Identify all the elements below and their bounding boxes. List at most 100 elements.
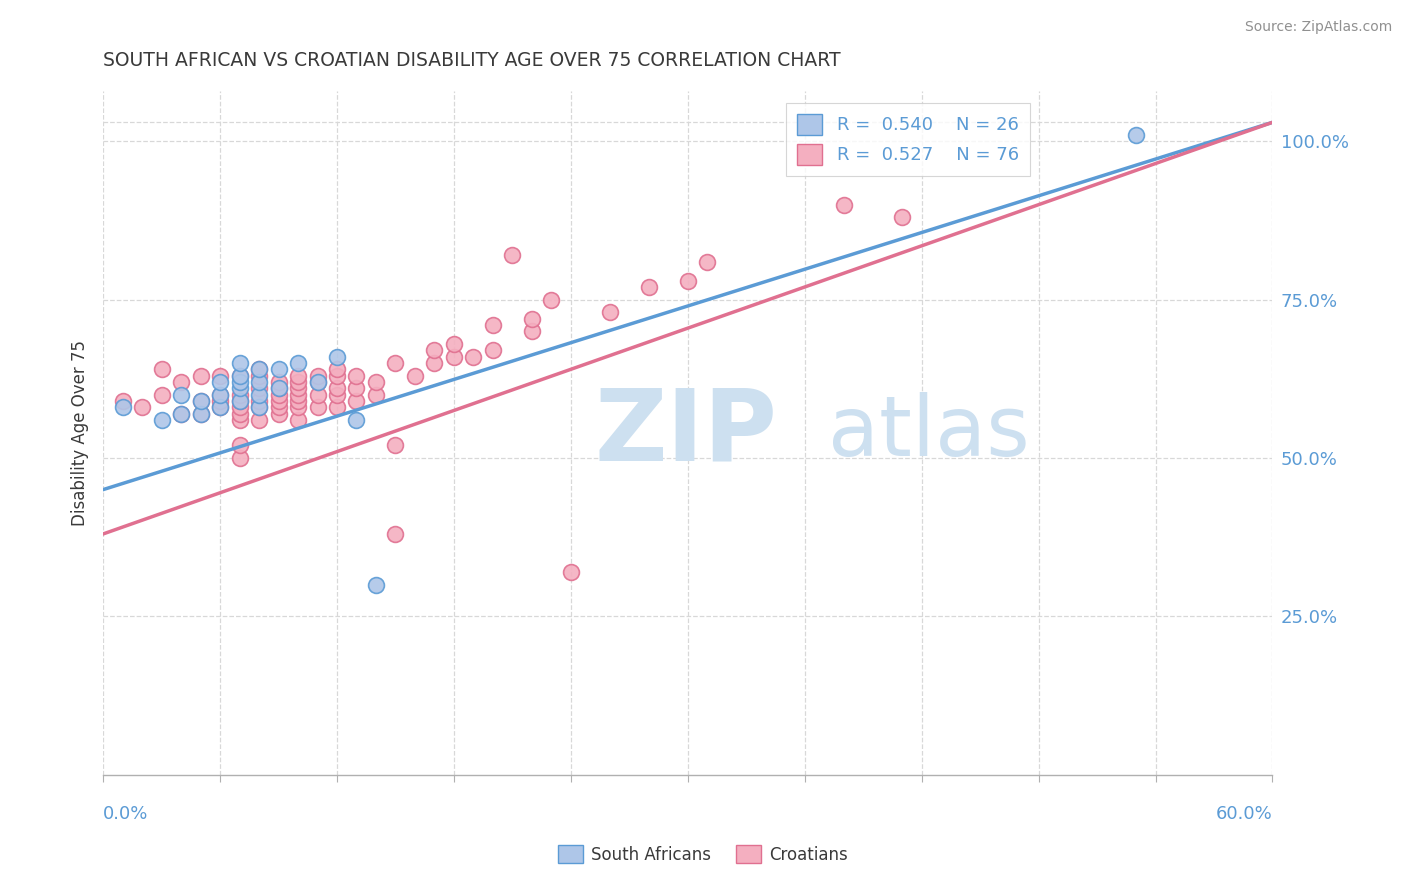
Point: [267, 381, 290, 395]
Point: [228, 450, 250, 465]
Point: [247, 387, 270, 401]
Point: [637, 280, 659, 294]
Point: [170, 407, 193, 421]
Point: [111, 394, 134, 409]
Point: [384, 356, 406, 370]
Point: [696, 254, 718, 268]
Point: [228, 368, 250, 383]
Point: [540, 293, 562, 307]
Point: [346, 394, 368, 409]
Point: [326, 401, 349, 415]
Point: [326, 362, 349, 376]
Point: [228, 356, 250, 370]
Point: [287, 356, 309, 370]
Point: [267, 394, 290, 409]
Point: [326, 381, 349, 395]
Point: [482, 343, 505, 358]
Point: [560, 565, 582, 579]
Point: [520, 324, 543, 338]
Point: [150, 413, 173, 427]
Point: [599, 305, 621, 319]
Point: [267, 387, 290, 401]
Point: [209, 375, 232, 389]
Point: [267, 362, 290, 376]
Point: [190, 407, 212, 421]
Point: [423, 356, 446, 370]
Point: [247, 394, 270, 409]
Legend: South Africans, Croatians: South Africans, Croatians: [551, 838, 855, 871]
Point: [247, 368, 270, 383]
Point: [228, 368, 250, 383]
Text: atlas: atlas: [828, 392, 1029, 473]
Text: SOUTH AFRICAN VS CROATIAN DISABILITY AGE OVER 75 CORRELATION CHART: SOUTH AFRICAN VS CROATIAN DISABILITY AGE…: [103, 51, 841, 70]
Point: [326, 368, 349, 383]
Point: [190, 394, 212, 409]
Point: [832, 197, 855, 211]
Point: [247, 362, 270, 376]
Point: [228, 394, 250, 409]
Point: [209, 387, 232, 401]
Point: [364, 577, 387, 591]
Point: [267, 375, 290, 389]
Point: [228, 438, 250, 452]
Point: [346, 381, 368, 395]
Point: [228, 394, 250, 409]
Point: [267, 407, 290, 421]
Point: [209, 387, 232, 401]
Point: [228, 387, 250, 401]
Point: [228, 413, 250, 427]
Point: [131, 401, 153, 415]
Point: [307, 387, 329, 401]
Point: [346, 368, 368, 383]
Point: [326, 387, 349, 401]
Point: [170, 387, 193, 401]
Point: [1125, 128, 1147, 142]
Point: [170, 407, 193, 421]
Point: [307, 368, 329, 383]
Point: [287, 401, 309, 415]
Text: ZIP: ZIP: [595, 384, 778, 481]
Point: [209, 394, 232, 409]
Y-axis label: Disability Age Over 75: Disability Age Over 75: [72, 340, 89, 525]
Point: [170, 375, 193, 389]
Point: [307, 375, 329, 389]
Point: [307, 375, 329, 389]
Point: [247, 381, 270, 395]
Point: [384, 438, 406, 452]
Point: [228, 401, 250, 415]
Point: [111, 401, 134, 415]
Point: [326, 350, 349, 364]
Point: [287, 394, 309, 409]
Text: 60.0%: 60.0%: [1216, 805, 1272, 823]
Point: [190, 407, 212, 421]
Text: 0.0%: 0.0%: [103, 805, 149, 823]
Point: [676, 274, 699, 288]
Point: [190, 368, 212, 383]
Point: [247, 401, 270, 415]
Point: [364, 387, 387, 401]
Point: [443, 350, 465, 364]
Text: Source: ZipAtlas.com: Source: ZipAtlas.com: [1244, 20, 1392, 34]
Point: [520, 311, 543, 326]
Point: [891, 211, 914, 225]
Point: [209, 401, 232, 415]
Point: [150, 387, 173, 401]
Point: [346, 413, 368, 427]
Point: [384, 527, 406, 541]
Point: [247, 413, 270, 427]
Point: [190, 394, 212, 409]
Point: [209, 401, 232, 415]
Point: [364, 375, 387, 389]
Point: [267, 401, 290, 415]
Point: [247, 401, 270, 415]
Point: [247, 362, 270, 376]
Point: [228, 375, 250, 389]
Point: [150, 362, 173, 376]
Point: [307, 401, 329, 415]
Point: [247, 375, 270, 389]
Point: [443, 337, 465, 351]
Point: [228, 381, 250, 395]
Point: [267, 381, 290, 395]
Point: [287, 381, 309, 395]
Legend: R =  0.540    N = 26, R =  0.527    N = 76: R = 0.540 N = 26, R = 0.527 N = 76: [786, 103, 1029, 176]
